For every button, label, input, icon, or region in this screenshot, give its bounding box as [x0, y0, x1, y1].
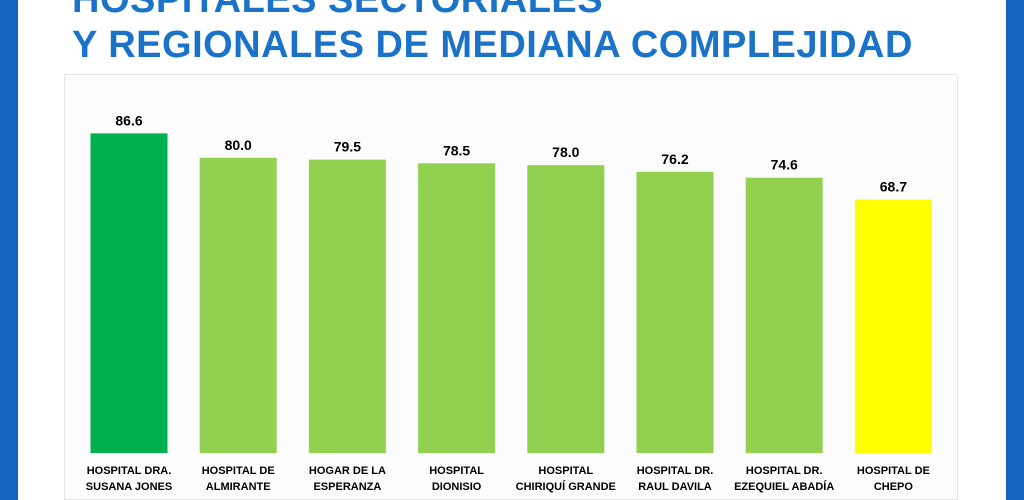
- bar-7: [745, 177, 823, 453]
- bar-value-label-3: 79.5: [334, 139, 361, 155]
- category-label-6-line-1: HOSPITAL DR.: [637, 465, 714, 477]
- bar-3: [308, 159, 386, 453]
- category-label-5-line-1: HOSPITAL: [538, 465, 593, 477]
- left-frame-border: [0, 0, 18, 500]
- page-title: HOSPITALES SECTORIALES Y REGIONALES DE M…: [72, 0, 972, 68]
- category-label-4-line-2: DIONISIO: [432, 481, 482, 493]
- category-label-6-line-2: RAUL DAVILA: [638, 481, 712, 493]
- bar-2: [199, 157, 277, 454]
- category-label-3-line-1: HOGAR DE LA: [309, 465, 386, 477]
- bar-5: [527, 165, 605, 453]
- bar-value-label-2: 80.0: [225, 137, 252, 153]
- bar-value-label-4: 78.5: [443, 142, 470, 158]
- category-label-8-line-1: HOSPITAL DE: [857, 465, 930, 477]
- category-label-8-line-2: CHEPO: [874, 481, 914, 493]
- bar-8: [854, 199, 932, 453]
- category-label-7-line-1: HOSPITAL DR.: [746, 465, 823, 477]
- bar-value-label-6: 76.2: [661, 151, 688, 167]
- bar-6: [636, 171, 714, 454]
- right-frame-border: [1006, 0, 1024, 500]
- category-label-2-line-2: ALMIRANTE: [206, 481, 271, 493]
- category-label-4-line-1: HOSPITAL: [429, 465, 484, 477]
- bar-value-label-8: 68.7: [880, 179, 907, 195]
- bar-value-label-1: 86.6: [115, 112, 142, 128]
- bar-value-label-5: 78.0: [552, 144, 579, 160]
- category-label-2-line-1: HOSPITAL DE: [202, 465, 275, 477]
- category-label-1-line-1: HOSPITAL DRA.: [87, 465, 172, 477]
- bar-1: [90, 133, 168, 453]
- bar-value-label-7: 74.6: [771, 157, 798, 173]
- category-label-7-line-2: EZEQUIEL ABADÍA: [734, 480, 834, 493]
- category-label-3-line-2: ESPERANZA: [313, 481, 381, 493]
- title-line-1: HOSPITALES SECTORIALES: [72, 0, 604, 21]
- category-label-5-line-2: CHIRIQUÍ GRANDE: [516, 480, 616, 493]
- category-label-1-line-2: SUSANA JONES: [86, 481, 172, 493]
- title-line-2: Y REGIONALES DE MEDIANA COMPLEJIDAD: [72, 24, 913, 66]
- bar-4: [418, 163, 496, 454]
